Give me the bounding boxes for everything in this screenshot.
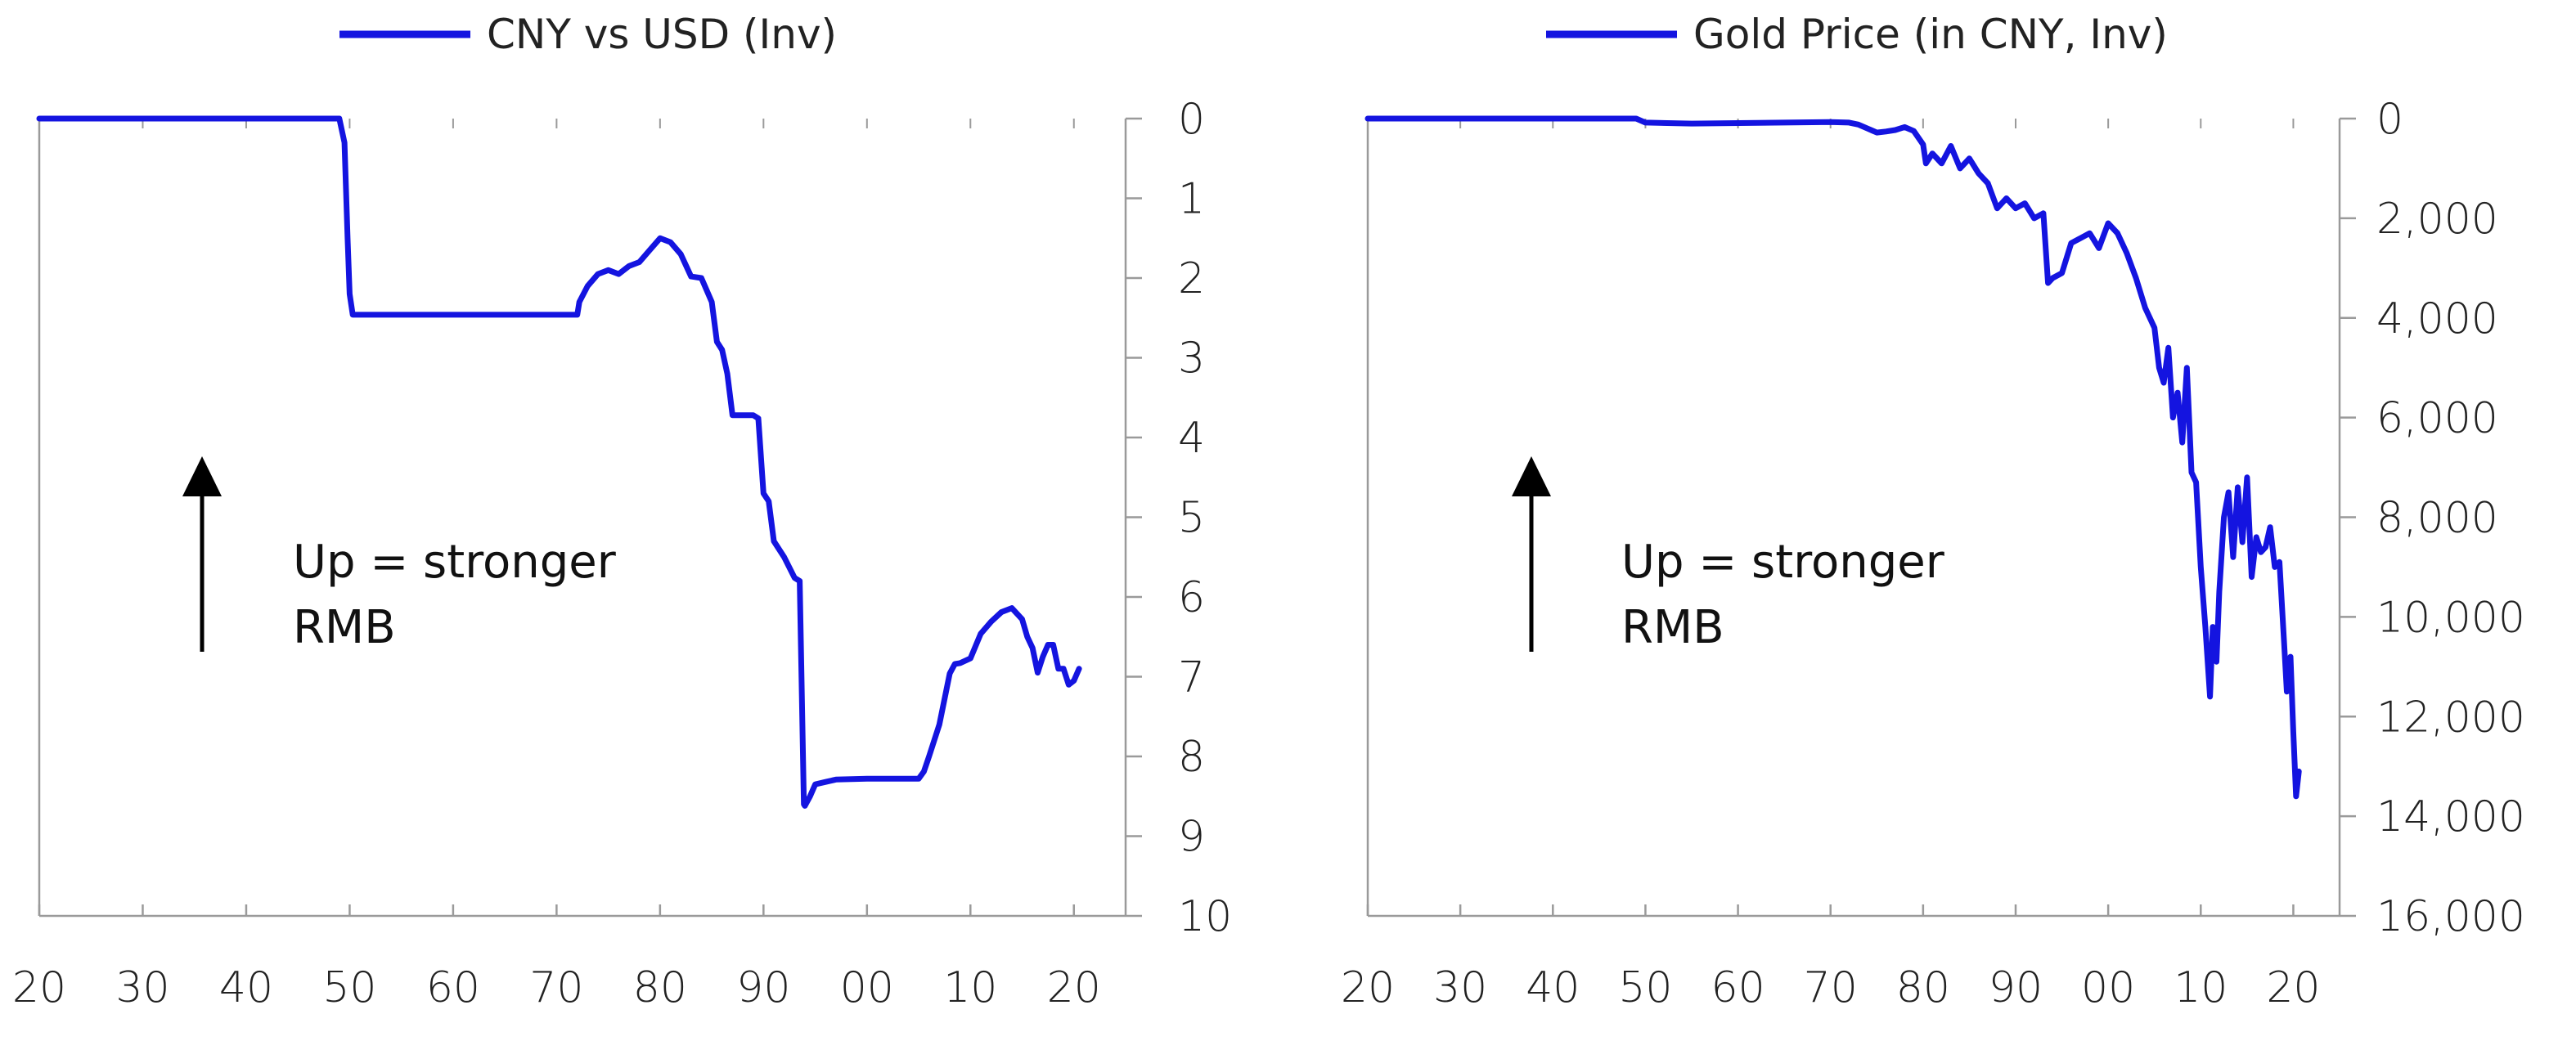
y-tick-label: 14,000 xyxy=(2376,792,2525,841)
x-tick-label: 10 xyxy=(2174,963,2228,1012)
x-tick-label: 20 xyxy=(1047,963,1101,1012)
y-tick-label: 5 xyxy=(1178,494,1205,543)
y-tick-label: 6 xyxy=(1178,573,1205,622)
y-tick-label: 12,000 xyxy=(2376,693,2525,742)
y-tick-label: 3 xyxy=(1178,334,1205,384)
annotation-line-1: Up = stronger xyxy=(293,536,617,589)
x-tick-label: 40 xyxy=(1526,963,1580,1012)
x-tick-label: 70 xyxy=(529,963,583,1012)
x-tick-label: 00 xyxy=(840,963,894,1012)
y-tick-label: 7 xyxy=(1178,653,1205,702)
x-tick-label: 80 xyxy=(633,963,687,1012)
y-tick-label: 4,000 xyxy=(2376,294,2498,343)
x-tick-label: 80 xyxy=(1896,963,1950,1012)
x-tick-label: 70 xyxy=(1804,963,1858,1012)
x-tick-label: 20 xyxy=(2266,963,2320,1012)
x-tick-label: 30 xyxy=(1433,963,1487,1012)
y-tick-label: 1 xyxy=(1178,175,1205,224)
x-tick-label: 10 xyxy=(943,963,997,1012)
annotation-line-2: RMB xyxy=(1621,601,1724,654)
series-line-1 xyxy=(1364,115,2302,800)
x-tick-label: 60 xyxy=(426,963,480,1012)
y-tick-label: 10,000 xyxy=(2376,593,2525,642)
x-tick-label: 20 xyxy=(12,963,66,1012)
up-arrow-icon xyxy=(182,456,222,496)
x-tick-label: 60 xyxy=(1711,963,1765,1012)
annotation-line-2: RMB xyxy=(293,601,396,654)
annotation-line-1: Up = stronger xyxy=(1621,536,1945,589)
series-line-1 xyxy=(36,115,1082,809)
x-tick-label: 40 xyxy=(219,963,273,1012)
x-tick-label: 50 xyxy=(322,963,376,1012)
y-tick-label: 2,000 xyxy=(2376,195,2498,244)
chart-panel-2: Gold Price (in CNY, Inv) 0 2,000 4,000 6,000… xyxy=(1341,11,2525,1012)
y-tick-label: 16,000 xyxy=(2376,892,2525,941)
x-tick-label: 90 xyxy=(1989,963,2043,1012)
x-tick-label: 90 xyxy=(736,963,790,1012)
x-tick-label: 30 xyxy=(115,963,169,1012)
y-tick-label: 10 xyxy=(1178,892,1232,941)
y-tick-label: 6,000 xyxy=(2376,394,2498,443)
x-tick-label: 50 xyxy=(1618,963,1672,1012)
y-tick-label: 8 xyxy=(1178,733,1205,782)
x-tick-label: 00 xyxy=(2081,963,2135,1012)
up-arrow-icon xyxy=(1512,456,1551,496)
y-tick-label: 0 xyxy=(2376,95,2403,144)
y-tick-label: 9 xyxy=(1178,813,1205,862)
legend-label: Gold Price (in CNY, Inv) xyxy=(1693,11,2168,58)
y-tick-label: 4 xyxy=(1178,414,1205,463)
y-tick-label: 0 xyxy=(1178,95,1205,144)
y-tick-label: 8,000 xyxy=(2376,494,2498,543)
y-tick-label: 2 xyxy=(1178,254,1205,303)
legend-label: CNY vs USD (Inv) xyxy=(487,11,837,58)
x-tick-label: 20 xyxy=(1341,963,1395,1012)
chart-panel-1: CNY vs USD (Inv) 0 1 2 3 4 5 6 7 8 9 10 20 30 40 50 60 70… xyxy=(12,11,1232,1012)
